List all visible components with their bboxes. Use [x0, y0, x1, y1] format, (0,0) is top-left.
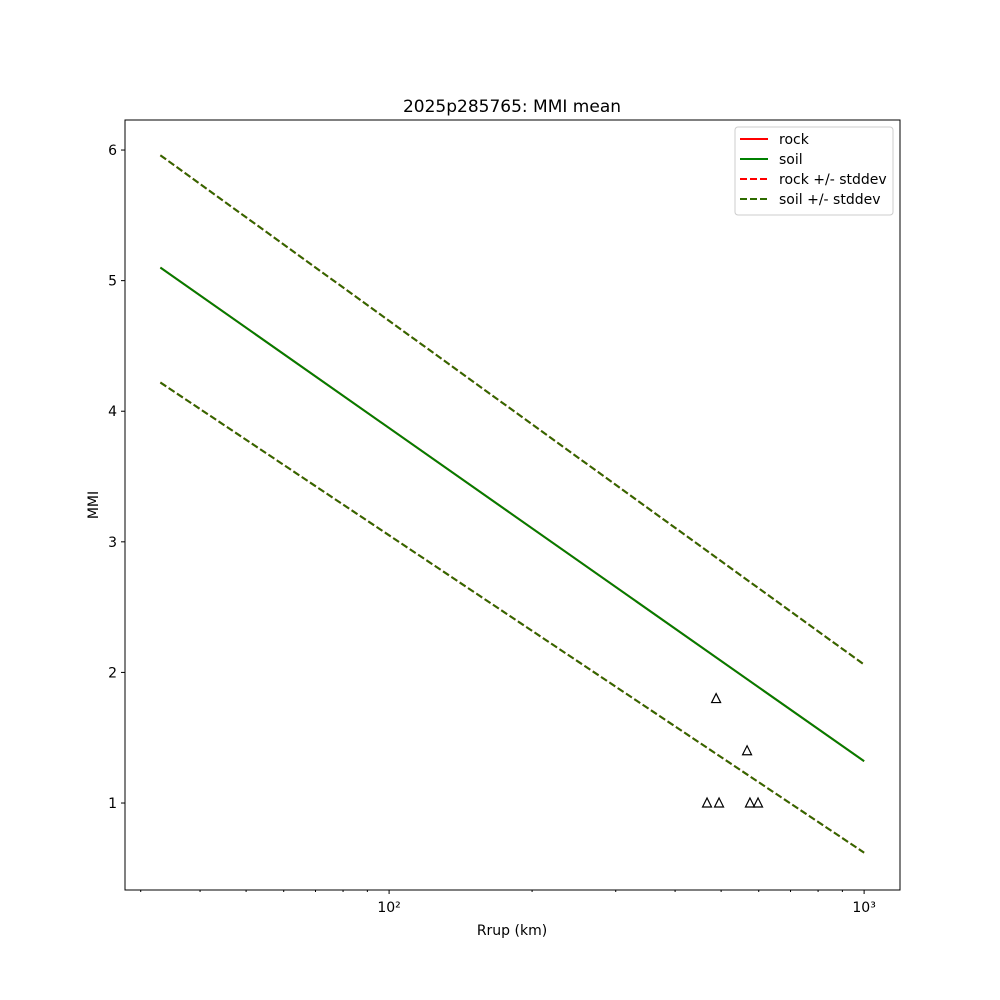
observation-marker — [741, 744, 753, 756]
legend-label: rock — [779, 132, 810, 148]
observation-marker — [701, 796, 713, 808]
legend-label: soil — [779, 152, 803, 168]
legend-label: soil +/- stddev — [779, 192, 881, 208]
y-axis-label: MMI — [86, 491, 102, 519]
plot-frame — [124, 119, 901, 891]
x-tick-label: 10² — [377, 900, 400, 916]
observation-marker — [710, 692, 722, 704]
observation-marker — [752, 796, 764, 808]
x-axis-label: Rrup (km) — [477, 923, 547, 939]
observation-marker — [744, 796, 756, 808]
lower-line — [159, 381, 865, 854]
chart-title: 2025p285765: MMI mean — [403, 97, 621, 117]
legend-label: rock +/- stddev — [779, 172, 887, 188]
line — [159, 266, 865, 763]
upper-line — [159, 154, 865, 666]
y-tick-label: 6 — [108, 143, 117, 159]
y-tick-label: 4 — [108, 404, 117, 420]
y-tick-label: 1 — [108, 796, 117, 812]
x-tick-label: 10³ — [852, 900, 875, 916]
y-tick-label: 2 — [108, 665, 117, 681]
observation-marker — [713, 796, 725, 808]
legend-box — [734, 126, 894, 216]
y-tick-label: 3 — [108, 535, 117, 551]
y-tick-label: 5 — [108, 274, 117, 290]
